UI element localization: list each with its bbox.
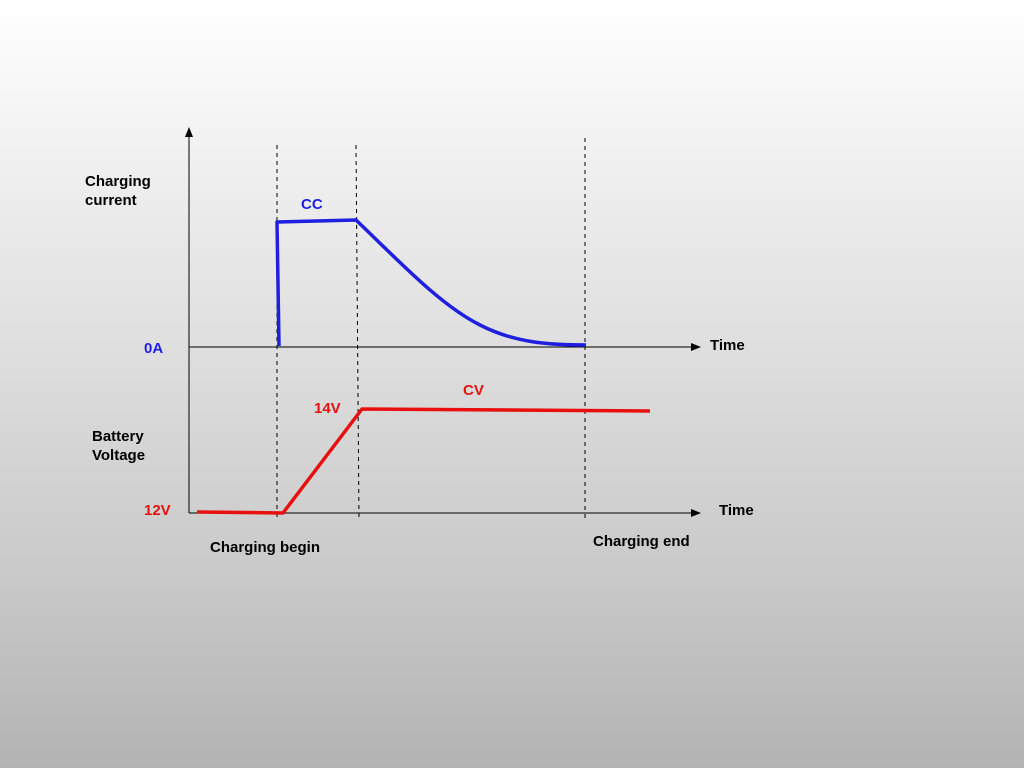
time-label-bottom: Time [719, 502, 754, 519]
time-label-top: Time [710, 337, 745, 354]
zero-amp-label: 0A [144, 340, 163, 357]
charging-end-label: Charging end [593, 533, 690, 550]
cv-label: CV [463, 382, 484, 399]
battery-voltage-label-line2: Voltage [92, 447, 145, 464]
voltage-12v-label: 12V [144, 502, 171, 519]
charging-begin-label: Charging begin [210, 539, 320, 556]
charging-current-label-line2: current [85, 192, 137, 209]
voltage-14v-label: 14V [314, 400, 341, 417]
battery-voltage-label-line1: Battery [92, 428, 144, 445]
charging-current-curve [275, 218, 587, 347]
cc-label: CC [301, 196, 323, 213]
battery-voltage-curve [196, 407, 651, 515]
charging-current-label-line1: Charging [85, 173, 151, 190]
phase-marker-cc-cv [355, 144, 360, 521]
